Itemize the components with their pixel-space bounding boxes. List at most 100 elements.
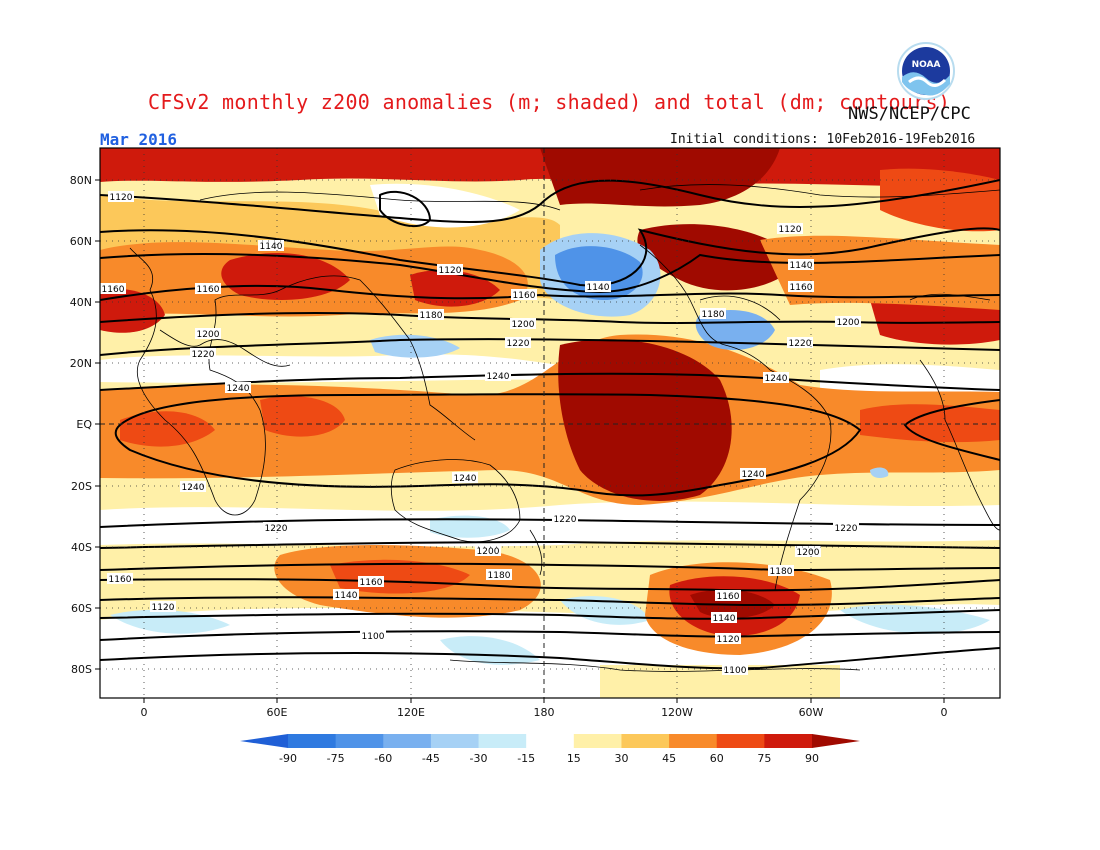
- lat-label: 40N: [70, 296, 92, 309]
- contour-label: 1120: [150, 601, 176, 613]
- contour-label: 1220: [263, 522, 289, 534]
- svg-text:1200: 1200: [197, 330, 220, 340]
- contour-label: 1240: [485, 370, 511, 382]
- colorbar-label: 90: [805, 752, 819, 765]
- svg-text:1240: 1240: [454, 474, 477, 484]
- colorbar-arrow-low: [240, 734, 288, 748]
- contour-label: 1120: [437, 264, 463, 276]
- svg-text:1200: 1200: [797, 548, 820, 558]
- svg-text:1180: 1180: [420, 311, 443, 321]
- longitude-labels: 0 60E 120E 180 120W 60W 0: [141, 706, 948, 719]
- map-frame: [99, 147, 1001, 699]
- contour-label: 1120: [715, 633, 741, 645]
- svg-text:1160: 1160: [102, 285, 125, 295]
- contour-label: 1200: [835, 316, 861, 328]
- svg-text:1160: 1160: [109, 575, 132, 585]
- valid-month-label: Mar 2016: [100, 130, 178, 149]
- contour-label: 1240: [225, 382, 251, 394]
- colorbar-swatch: [621, 734, 670, 748]
- contour-label: 1160: [195, 283, 221, 295]
- contour-label: 1200: [795, 546, 821, 558]
- svg-text:1240: 1240: [765, 374, 788, 384]
- svg-text:1240: 1240: [182, 483, 205, 493]
- lat-label: 20N: [70, 357, 92, 370]
- svg-text:1200: 1200: [477, 547, 500, 557]
- chart-title: CFSv2 monthly z200 anomalies (m; shaded)…: [148, 90, 951, 114]
- contour-label: 1220: [190, 348, 216, 360]
- colorbar-label: -45: [422, 752, 440, 765]
- svg-text:1240: 1240: [227, 384, 250, 394]
- contour-label: 1160: [358, 576, 384, 588]
- contour-label: 1140: [258, 240, 284, 252]
- colorbar-swatch: [335, 734, 384, 748]
- svg-text:1100: 1100: [362, 632, 385, 642]
- contour-label: 1220: [787, 337, 813, 349]
- contour-label: 1220: [552, 513, 578, 525]
- colorbar-label: -75: [327, 752, 345, 765]
- contour-label: 1240: [763, 372, 789, 384]
- lat-label: 20S: [71, 480, 92, 493]
- colorbar-swatch: [430, 734, 480, 748]
- colorbar-arrow-high: [812, 734, 860, 748]
- svg-text:1160: 1160: [790, 283, 813, 293]
- contour-label: 1220: [505, 337, 531, 349]
- colorbar-swatch: [478, 734, 527, 748]
- lat-label: 80S: [71, 663, 92, 676]
- colorbar-label: 15: [567, 752, 581, 765]
- lat-label: 60S: [71, 602, 92, 615]
- svg-text:1160: 1160: [717, 592, 740, 602]
- svg-text:1140: 1140: [587, 283, 610, 293]
- lon-label: 60W: [799, 706, 824, 719]
- contour-label: 1180: [418, 309, 444, 321]
- svg-text:1180: 1180: [702, 310, 725, 320]
- colorbar-label: 45: [662, 752, 676, 765]
- svg-text:1140: 1140: [335, 591, 358, 601]
- contour-label: 1180: [768, 565, 794, 577]
- colorbar: -90 -75 -60 -45 -30 -15 15 30 45 60 75 90: [240, 734, 860, 765]
- noaa-logo: NOAA: [897, 42, 955, 100]
- contour-label: 1100: [722, 664, 748, 676]
- lon-label: 120W: [661, 706, 693, 719]
- svg-text:1100: 1100: [724, 666, 747, 676]
- contour-label: 1160: [107, 573, 133, 585]
- contour-labels: 1120 1140 1120 1160 1160 1160 1140 1180 …: [100, 191, 861, 676]
- colorbar-label: 30: [614, 752, 628, 765]
- contour-label: 1120: [108, 191, 134, 203]
- contour-label: 1240: [452, 472, 478, 484]
- colorbar-label: 75: [757, 752, 771, 765]
- contour-label: 1160: [788, 281, 814, 293]
- svg-text:1220: 1220: [554, 515, 577, 525]
- svg-text:1120: 1120: [779, 225, 802, 235]
- contour-label: 1200: [475, 545, 501, 557]
- svg-text:1220: 1220: [192, 350, 215, 360]
- lon-label: 0: [141, 706, 148, 719]
- lon-label: 60E: [267, 706, 288, 719]
- svg-text:1140: 1140: [713, 614, 736, 624]
- svg-text:1120: 1120: [717, 635, 740, 645]
- svg-text:1160: 1160: [197, 285, 220, 295]
- axis-ticks: [95, 179, 945, 703]
- colorbar-swatch: [526, 734, 575, 748]
- svg-text:1160: 1160: [513, 291, 536, 301]
- svg-text:1220: 1220: [265, 524, 288, 534]
- contour-label: 1240: [740, 468, 766, 480]
- latitude-labels: 80N 60N 40N 20N EQ 20S 40S 60S 80S: [70, 174, 93, 676]
- svg-text:1200: 1200: [512, 320, 535, 330]
- svg-text:1120: 1120: [439, 266, 462, 276]
- lon-label: 180: [534, 706, 555, 719]
- svg-text:NOAA: NOAA: [912, 60, 941, 70]
- colorbar-swatch: [383, 734, 432, 748]
- contour-label: 1140: [711, 612, 737, 624]
- lat-label: 60N: [70, 235, 92, 248]
- colorbar-swatch: [716, 734, 765, 748]
- lat-label: 40S: [71, 541, 92, 554]
- svg-text:1220: 1220: [789, 339, 812, 349]
- lat-label: EQ: [76, 418, 92, 431]
- svg-text:1180: 1180: [488, 571, 511, 581]
- contour-label: 1160: [511, 289, 537, 301]
- svg-text:1140: 1140: [260, 242, 283, 252]
- colorbar-label: 60: [710, 752, 724, 765]
- colorbar-label: -30: [470, 752, 488, 765]
- organization-label: NWS/NCEP/CPC: [848, 104, 971, 124]
